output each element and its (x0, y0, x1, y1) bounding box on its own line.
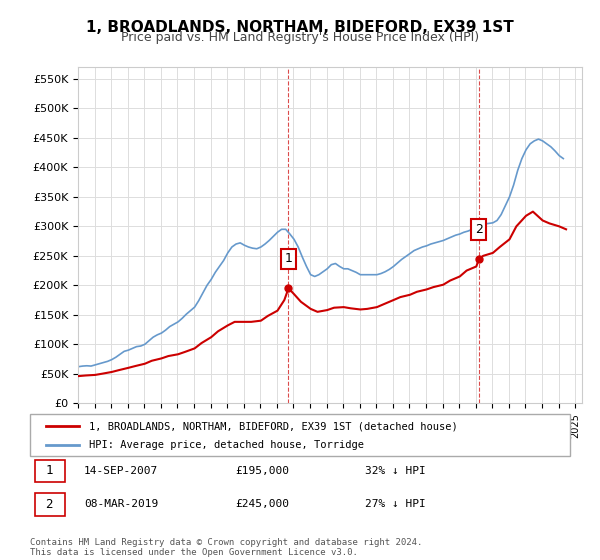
Text: 08-MAR-2019: 08-MAR-2019 (84, 500, 158, 510)
Text: £195,000: £195,000 (235, 466, 289, 476)
Text: 27% ↓ HPI: 27% ↓ HPI (365, 500, 425, 510)
Text: 32% ↓ HPI: 32% ↓ HPI (365, 466, 425, 476)
Text: HPI: Average price, detached house, Torridge: HPI: Average price, detached house, Torr… (89, 440, 364, 450)
FancyBboxPatch shape (30, 414, 570, 456)
Text: Price paid vs. HM Land Registry's House Price Index (HPI): Price paid vs. HM Land Registry's House … (121, 31, 479, 44)
FancyBboxPatch shape (35, 493, 65, 516)
FancyBboxPatch shape (35, 460, 65, 482)
Text: 2: 2 (45, 498, 53, 511)
Text: 2: 2 (475, 223, 482, 236)
Text: 14-SEP-2007: 14-SEP-2007 (84, 466, 158, 476)
Text: Contains HM Land Registry data © Crown copyright and database right 2024.
This d: Contains HM Land Registry data © Crown c… (30, 538, 422, 557)
Text: £245,000: £245,000 (235, 500, 289, 510)
Text: 1: 1 (284, 252, 292, 265)
Text: 1, BROADLANDS, NORTHAM, BIDEFORD, EX39 1ST: 1, BROADLANDS, NORTHAM, BIDEFORD, EX39 1… (86, 20, 514, 35)
Text: 1, BROADLANDS, NORTHAM, BIDEFORD, EX39 1ST (detached house): 1, BROADLANDS, NORTHAM, BIDEFORD, EX39 1… (89, 421, 458, 431)
Text: 1: 1 (45, 464, 53, 477)
